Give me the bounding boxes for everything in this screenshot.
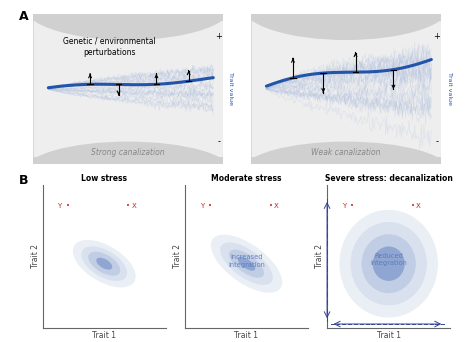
Text: Strong canalization: Strong canalization xyxy=(91,148,165,157)
Text: Y: Y xyxy=(342,203,348,209)
X-axis label: Trait 1: Trait 1 xyxy=(92,331,116,340)
Ellipse shape xyxy=(242,142,450,202)
Text: •: • xyxy=(66,203,70,209)
Text: •: • xyxy=(411,203,415,209)
Ellipse shape xyxy=(362,234,416,293)
Ellipse shape xyxy=(350,222,427,305)
FancyBboxPatch shape xyxy=(33,14,223,164)
Y-axis label: Trait 2: Trait 2 xyxy=(173,245,182,268)
Ellipse shape xyxy=(220,242,273,285)
FancyBboxPatch shape xyxy=(33,0,223,21)
Text: Weak canalization: Weak canalization xyxy=(311,148,381,157)
FancyBboxPatch shape xyxy=(251,157,441,187)
Y-axis label: Trait 2: Trait 2 xyxy=(31,245,40,268)
Text: Increased
integration: Increased integration xyxy=(228,254,265,267)
Ellipse shape xyxy=(73,240,136,288)
Text: +: + xyxy=(434,32,440,41)
Ellipse shape xyxy=(96,258,112,270)
Text: X: X xyxy=(416,203,420,209)
Text: Y: Y xyxy=(57,203,64,209)
Title: Moderate stress: Moderate stress xyxy=(211,173,282,183)
X-axis label: Trait 1: Trait 1 xyxy=(377,331,401,340)
Text: Y: Y xyxy=(200,203,206,209)
Ellipse shape xyxy=(242,0,450,40)
FancyBboxPatch shape xyxy=(251,14,441,164)
Ellipse shape xyxy=(88,252,120,276)
Text: •: • xyxy=(350,203,355,209)
Ellipse shape xyxy=(82,246,127,281)
FancyBboxPatch shape xyxy=(33,157,223,187)
Text: B: B xyxy=(19,174,28,187)
Text: A: A xyxy=(19,10,28,23)
Ellipse shape xyxy=(339,210,438,317)
Text: -: - xyxy=(436,137,438,146)
Ellipse shape xyxy=(237,256,255,271)
Ellipse shape xyxy=(211,235,282,293)
Text: Genetic / environmental
perturbations: Genetic / environmental perturbations xyxy=(63,36,155,57)
FancyBboxPatch shape xyxy=(251,0,441,21)
Ellipse shape xyxy=(229,250,264,278)
Text: Trait value: Trait value xyxy=(447,73,452,105)
Text: -: - xyxy=(218,137,220,146)
Title: Severe stress: decanalization: Severe stress: decanalization xyxy=(325,173,453,183)
Text: +: + xyxy=(216,32,222,41)
Y-axis label: Trait 2: Trait 2 xyxy=(315,245,324,268)
Text: Reduced
integration: Reduced integration xyxy=(370,253,407,266)
Text: X: X xyxy=(273,203,278,209)
Text: •: • xyxy=(127,203,130,209)
X-axis label: Trait 1: Trait 1 xyxy=(235,331,258,340)
Ellipse shape xyxy=(373,247,405,281)
Text: Trait value: Trait value xyxy=(228,73,234,105)
Title: Low stress: Low stress xyxy=(81,173,128,183)
Text: •: • xyxy=(269,203,273,209)
Text: X: X xyxy=(131,203,136,209)
Ellipse shape xyxy=(24,142,232,202)
Ellipse shape xyxy=(24,0,232,40)
Text: •: • xyxy=(208,203,212,209)
